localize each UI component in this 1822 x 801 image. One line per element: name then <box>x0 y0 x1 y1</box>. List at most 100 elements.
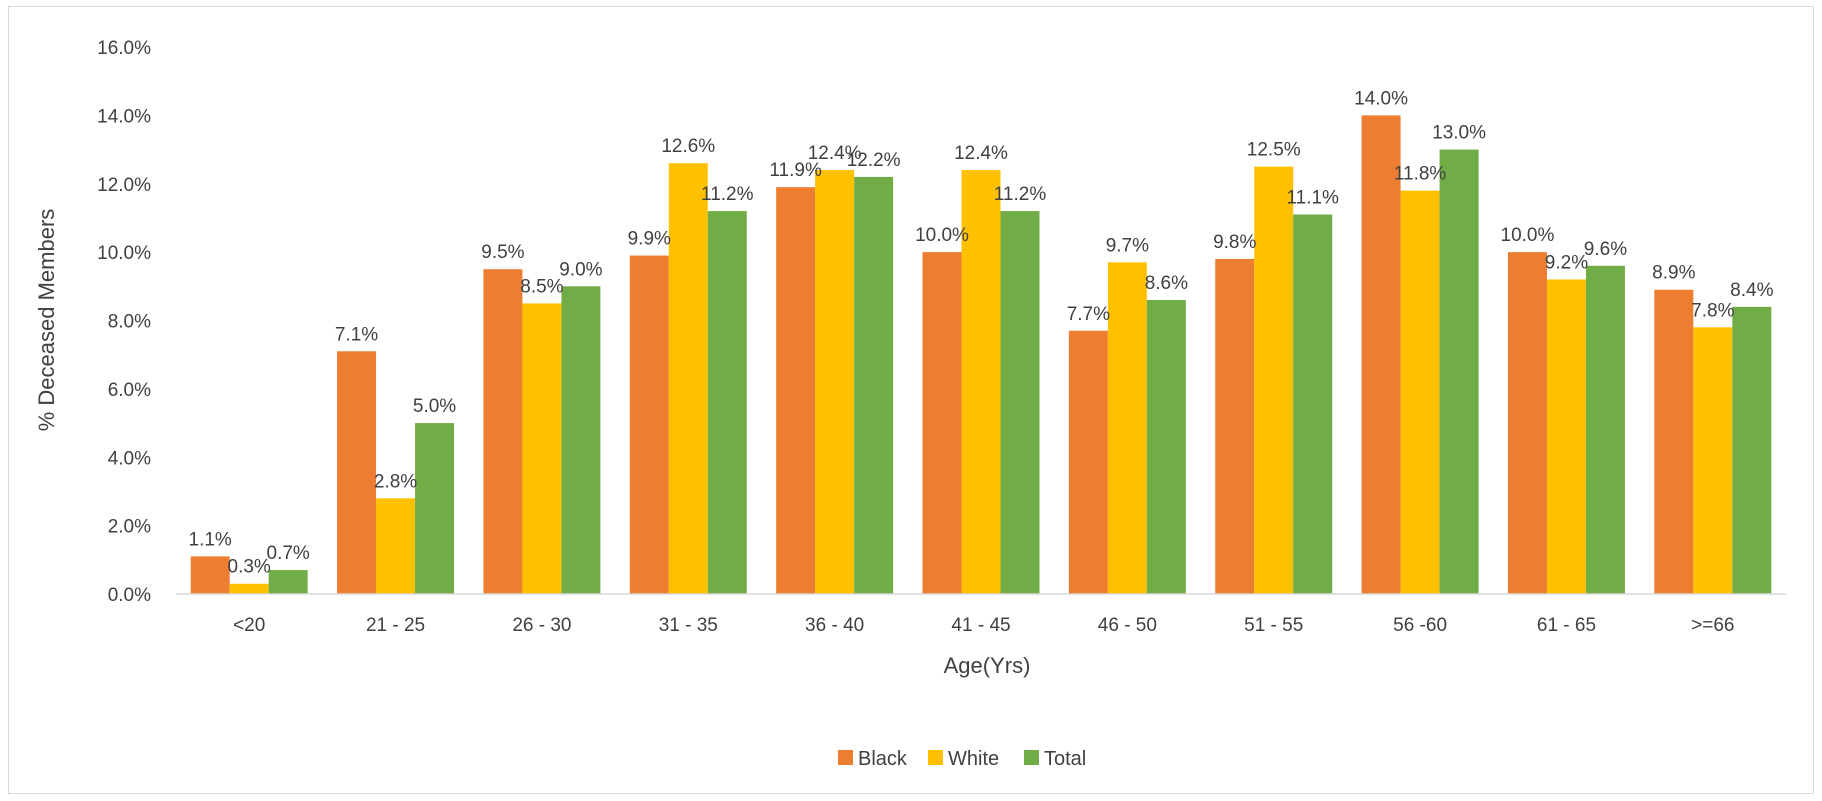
bar-black <box>1507 252 1547 594</box>
data-label: 0.7% <box>267 543 310 564</box>
data-labels: 1.1% 0.3%0.7% 7.1% 2.8% 5.0% 9.5% 8.5%9.0% 9.9%… <box>189 88 1774 577</box>
bar-total <box>1439 149 1479 594</box>
x-tick-label: 36 - 40 <box>805 615 864 636</box>
bar-white <box>376 498 416 594</box>
y-tick-label: 0.0% <box>108 585 151 606</box>
bar-white <box>522 303 562 594</box>
data-label: 0.3% <box>228 557 271 578</box>
data-label: 9.8% <box>1213 232 1256 253</box>
bar-black <box>1361 115 1401 594</box>
bar-total <box>1000 211 1040 594</box>
data-label: 7.8% <box>1691 300 1734 321</box>
y-tick-label: 8.0% <box>108 312 151 333</box>
data-label: 12.6% <box>661 136 715 157</box>
y-tick-label: 6.0% <box>108 380 151 401</box>
x-axis-title: Age(Yrs) <box>944 653 1031 678</box>
y-tick-label: 2.0% <box>108 517 151 538</box>
legend-swatch-black <box>838 750 853 765</box>
data-label: 7.1% <box>335 324 378 345</box>
data-label: 11.8% <box>1394 164 1447 185</box>
bar-total <box>1732 306 1772 594</box>
data-label: 9.7% <box>1106 235 1149 256</box>
bar-white <box>1546 279 1586 594</box>
x-tick-label: 41 - 45 <box>951 615 1010 636</box>
y-axis-title: % Deceased Members <box>34 209 59 432</box>
bar-total <box>1293 214 1333 595</box>
data-label: 8.9% <box>1652 263 1695 284</box>
y-tick-label: 10.0% <box>97 243 151 264</box>
bar-white <box>1400 190 1440 594</box>
x-tick-label: 56 -60 <box>1393 615 1447 636</box>
data-label: 7.7% <box>1067 304 1110 325</box>
data-label: 14.0% <box>1354 88 1408 109</box>
bar-black <box>190 556 230 594</box>
bar-total <box>268 570 308 594</box>
bar-white <box>1254 166 1294 594</box>
bar-total <box>854 176 894 594</box>
bar-total <box>1146 299 1186 594</box>
data-label: 9.6% <box>1584 239 1627 260</box>
data-label: 11.2% <box>701 184 754 205</box>
data-label: 12.2% <box>847 150 901 171</box>
bar-black <box>337 351 377 594</box>
bar-white <box>229 583 269 594</box>
bar-black <box>1215 258 1255 594</box>
legend-label-total: Total <box>1044 748 1086 770</box>
x-tick-label: 51 - 55 <box>1244 615 1303 636</box>
data-label: 10.0% <box>1501 225 1555 246</box>
bar-black <box>1068 330 1108 594</box>
bar-white <box>668 163 708 595</box>
data-label: 11.1% <box>1286 188 1339 209</box>
legend-label-white: White <box>948 748 999 770</box>
bar-total <box>1585 265 1625 594</box>
bar-white <box>1107 262 1147 594</box>
x-tick-label: <20 <box>233 615 265 636</box>
bar-total <box>415 423 455 594</box>
bar-black <box>1654 289 1694 594</box>
bar-total <box>707 211 747 594</box>
x-tick-label: 21 - 25 <box>366 615 425 636</box>
y-tick-label: 14.0% <box>97 106 151 127</box>
bar-white <box>961 170 1001 594</box>
data-label: 13.0% <box>1432 123 1486 144</box>
bar-black <box>922 252 962 594</box>
bars <box>190 115 1772 595</box>
x-tick-label: 61 - 65 <box>1537 615 1596 636</box>
bar-black <box>483 269 523 594</box>
data-label: 8.5% <box>520 276 563 297</box>
bar-black <box>776 187 816 594</box>
legend-swatch-total <box>1024 750 1039 765</box>
data-label: 5.0% <box>413 396 456 417</box>
x-tick-label: 31 - 35 <box>659 615 718 636</box>
data-label: 9.5% <box>481 242 524 263</box>
legend: Black White Total <box>838 748 1086 770</box>
bar-white <box>815 170 855 594</box>
data-label: 11.9% <box>769 160 822 181</box>
x-tick-label: >=66 <box>1691 615 1734 636</box>
bar-black <box>629 255 669 594</box>
data-label: 8.6% <box>1145 273 1188 294</box>
data-label: 1.1% <box>189 529 232 550</box>
x-tick-label: 46 - 50 <box>1098 615 1157 636</box>
bar-total <box>561 286 601 594</box>
data-label: 9.0% <box>559 259 602 280</box>
bar-white <box>1693 327 1733 594</box>
legend-swatch-white <box>928 750 943 765</box>
data-label: 12.4% <box>808 143 862 164</box>
data-label: 9.2% <box>1545 252 1588 273</box>
data-label: 10.0% <box>915 225 969 246</box>
data-label: 11.2% <box>994 184 1047 205</box>
y-tick-label: 16.0% <box>97 38 151 59</box>
data-label: 12.5% <box>1247 140 1301 161</box>
data-label: 9.9% <box>628 229 671 250</box>
data-label: 12.4% <box>954 143 1008 164</box>
y-axis: 0.0% 2.0% 4.0% 6.0% 8.0% 10.0% 12.0% 14.0% 16.0% <box>97 38 151 606</box>
y-tick-label: 4.0% <box>108 448 151 469</box>
x-axis: <20 21 - 25 26 - 30 31 - 35 36 - 40 41 - 45 46… <box>176 593 1786 636</box>
data-label: 2.8% <box>374 471 417 492</box>
y-tick-label: 12.0% <box>97 175 151 196</box>
legend-label-black: Black <box>858 748 908 770</box>
x-tick-label: 26 - 30 <box>512 615 571 636</box>
data-label: 8.4% <box>1730 280 1773 301</box>
